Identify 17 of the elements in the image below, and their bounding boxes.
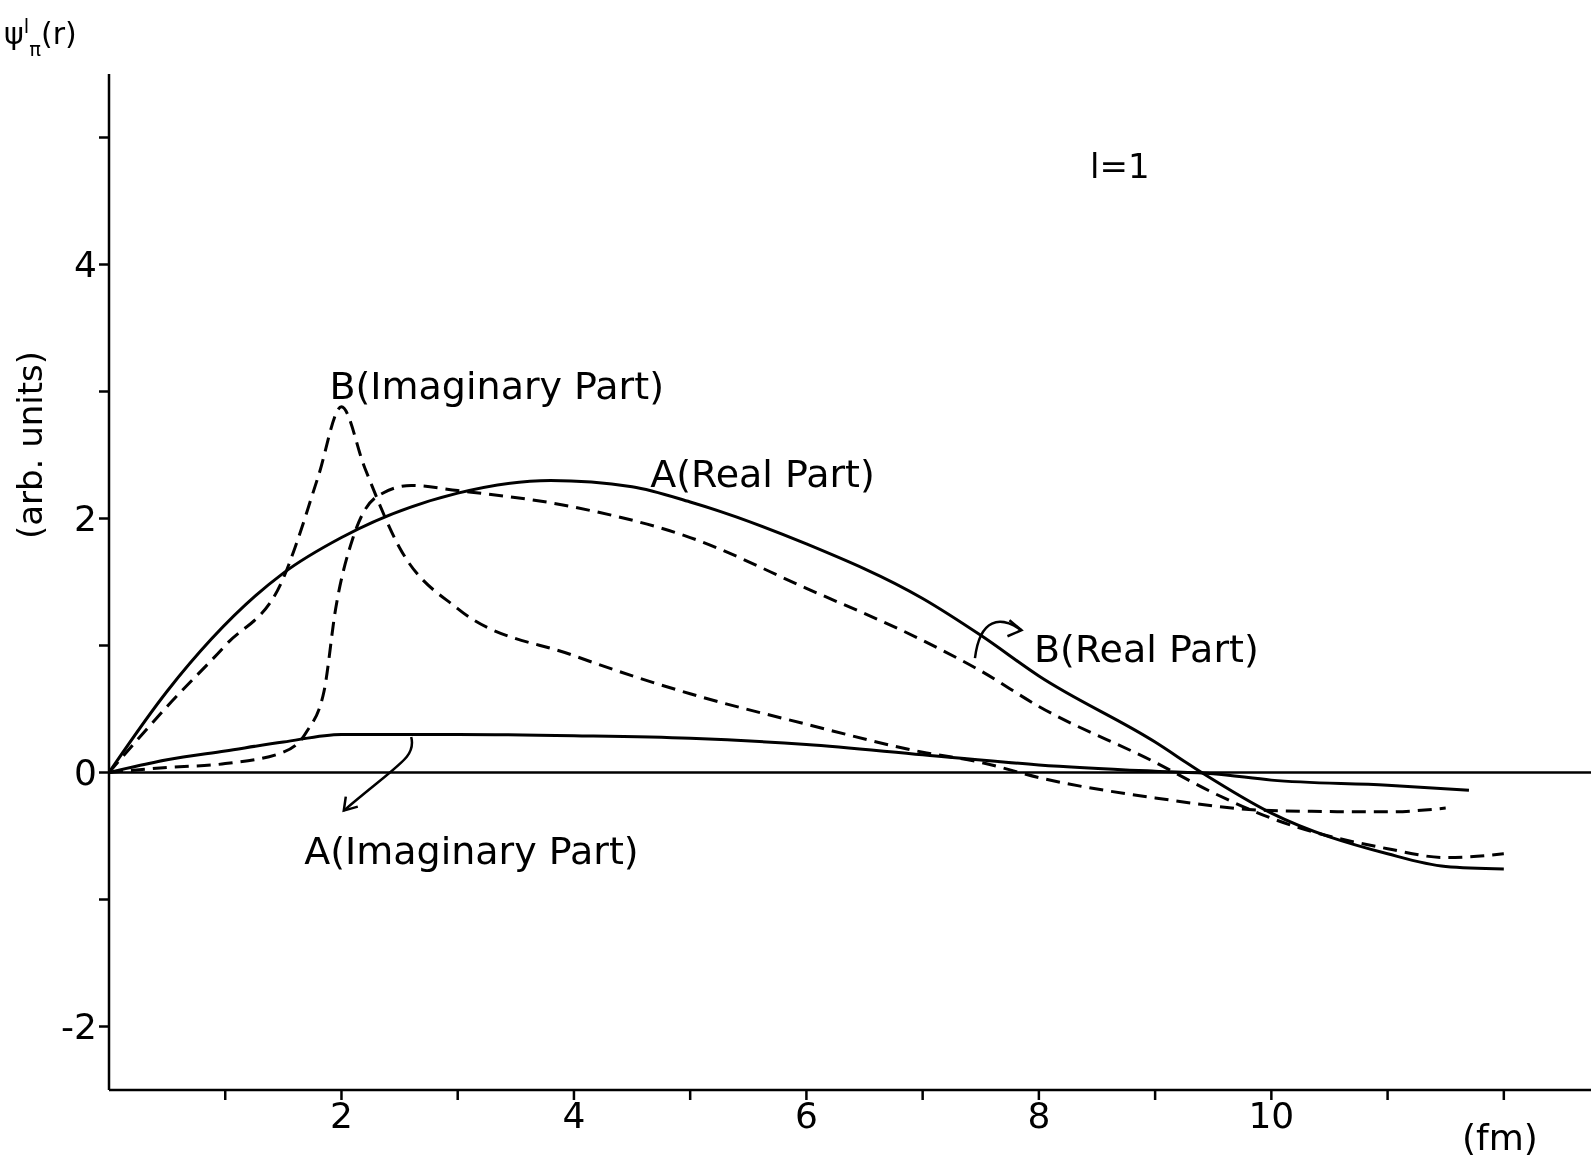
- annotation: B(Imaginary Part): [329, 363, 664, 408]
- annotation: A(Imaginary Part): [304, 828, 639, 873]
- x-tick-label: 10: [1248, 1094, 1295, 1136]
- y-tick-label: 2: [74, 498, 97, 540]
- y-tick-label: 4: [74, 244, 97, 286]
- y-axis-title: (arb. units): [10, 350, 50, 540]
- y-tick-label: -2: [61, 1006, 97, 1048]
- annotation: A(Real Part): [650, 451, 875, 496]
- annotation: l=1: [1090, 146, 1150, 186]
- x-tick-label: 2: [330, 1094, 353, 1136]
- y-tick-label: 0: [74, 752, 97, 794]
- x-tick-label: 6: [794, 1094, 818, 1136]
- x-tick-label: 8: [1027, 1094, 1051, 1136]
- annotation: B(Real Part): [1034, 627, 1259, 671]
- text: ψ$^{l}$$_{π}$(r): [4, 14, 77, 61]
- x-axis-title: (fm): [1462, 1117, 1538, 1158]
- x-tick-label: 4: [562, 1094, 586, 1136]
